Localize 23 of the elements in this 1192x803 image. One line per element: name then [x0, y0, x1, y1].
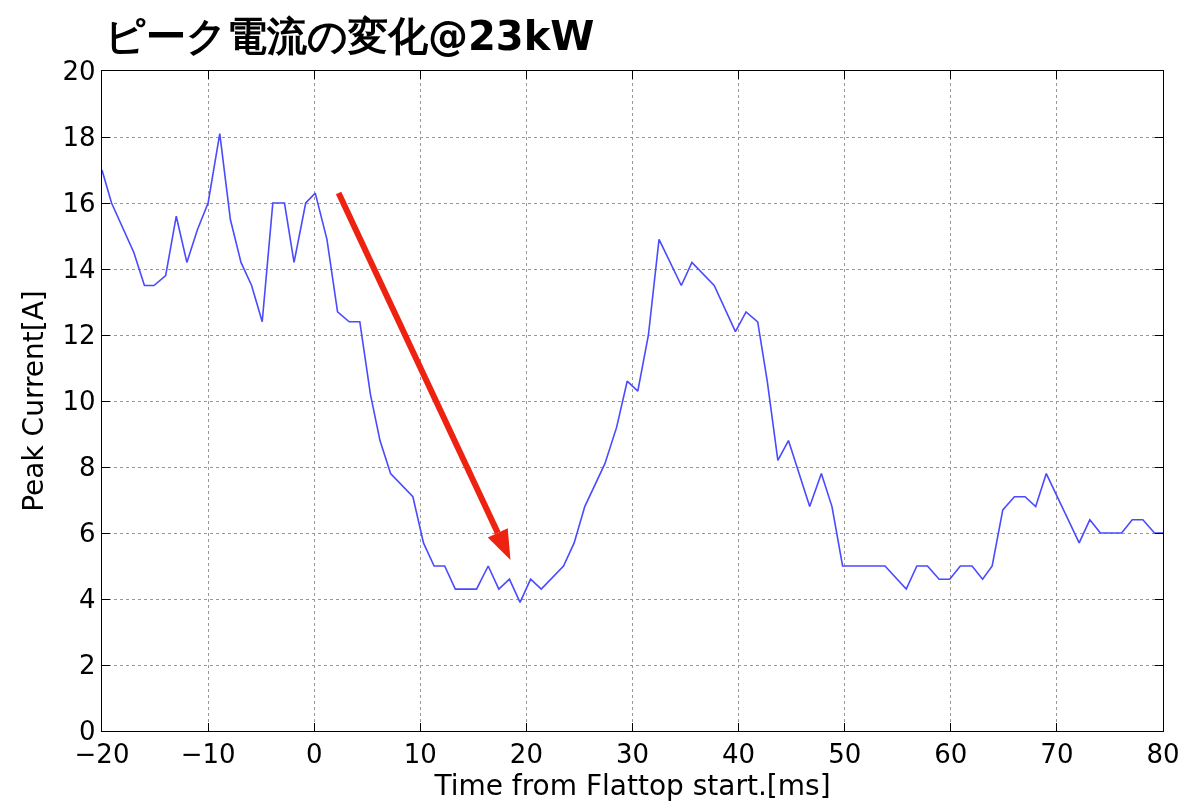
x-tick-label: 80 [1146, 739, 1180, 770]
x-tick-label: −10 [180, 739, 236, 770]
y-tick-label: 4 [79, 584, 96, 615]
x-tick-label: 60 [934, 739, 968, 770]
x-tick-label: 10 [403, 739, 437, 770]
y-tick-label: 16 [62, 188, 96, 219]
y-tick-label: 12 [62, 320, 96, 351]
x-tick-label: 30 [615, 739, 650, 770]
y-tick-label: 6 [79, 518, 96, 549]
x-axis-title: Time from Flattop start.[ms] [433, 769, 831, 803]
x-tick-label: 50 [828, 739, 862, 770]
y-tick-label: 14 [62, 254, 96, 285]
y-axis-title: Peak Current[A] [17, 290, 51, 512]
x-tick-label: 0 [305, 739, 323, 770]
y-tick-label: 10 [62, 386, 96, 417]
y-tick-label: 2 [79, 650, 96, 681]
x-tick-label: 40 [722, 739, 756, 770]
y-tick-label: 18 [62, 122, 96, 153]
y-tick-label: 8 [79, 452, 96, 483]
y-tick-label: 20 [62, 56, 96, 87]
chart-title: ピーク電流の変化@23kW [105, 13, 595, 60]
x-tick-label: 70 [1040, 739, 1074, 770]
x-tick-label: 20 [509, 739, 543, 770]
